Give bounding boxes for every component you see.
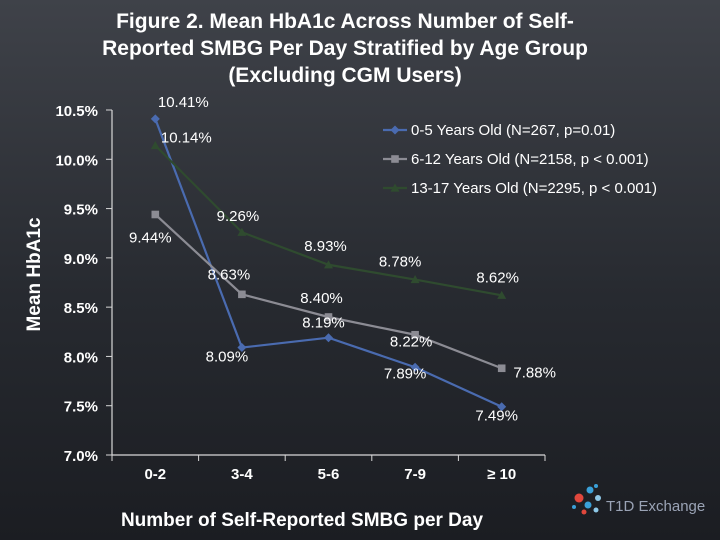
legend-item-2: 6-12 Years Old (N=2158, p < 0.001): [383, 151, 649, 168]
series-point: [497, 364, 506, 373]
y-tick-label: 8.0%: [64, 349, 98, 366]
y-tick-label: 9.5%: [64, 202, 98, 219]
data-label: 7.88%: [513, 364, 556, 381]
data-label: 8.09%: [206, 349, 249, 366]
logo-text: T1D Exchange: [606, 498, 705, 515]
series-point: [151, 210, 160, 219]
y-tick-label: 7.0%: [64, 448, 98, 465]
y-tick-label: 9.0%: [64, 251, 98, 268]
series-point: [410, 275, 420, 284]
chart-title: Figure 2. Mean HbA1c Across Number of Se…: [102, 10, 588, 87]
series-point: [324, 260, 333, 269]
legend: 0-5 Years Old (N=267, p=0.01) 6-12 Years …: [383, 122, 657, 197]
x-tick-label: 7-9: [404, 466, 426, 483]
x-tick-label: 5-6: [318, 466, 340, 483]
legend-swatch-marker: [390, 183, 400, 192]
data-labels: 10.41% 8.09% 8.19% 7.89% 7.49% 9.44% 8.63% 8.40…: [129, 94, 556, 425]
series-point: [411, 330, 419, 339]
series-1: [150, 114, 507, 412]
title-line-2: Reported SMBG Per Day Stratified by Age …: [102, 37, 588, 60]
y-tick-label: 10.5%: [55, 103, 98, 120]
series-point: [150, 140, 160, 150]
data-label: 9.26%: [217, 208, 260, 225]
series-point: [150, 114, 160, 124]
title-line-1: Figure 2. Mean HbA1c Across Number of Se…: [116, 10, 574, 33]
y-tick-label: 7.5%: [64, 399, 98, 416]
series-3: [150, 140, 507, 299]
data-label: 9.44%: [129, 229, 172, 246]
legend-item-3: 13-17 Years Old (N=2295, p < 0.001): [383, 180, 657, 197]
series-point: [497, 290, 507, 299]
x-tick-label: 3-4: [231, 466, 253, 483]
data-label: 10.14%: [161, 129, 212, 146]
title-line-3: (Excluding CGM Users): [228, 64, 461, 87]
data-label: 8.93%: [304, 238, 347, 255]
y-axis-title: Mean HbA1c: [24, 217, 45, 331]
y-axis-ticks: 10.5% 10.0% 9.5% 9.0% 8.5% 8.0% 7.5% 7.0%: [55, 103, 112, 465]
data-label: 8.63%: [208, 266, 251, 283]
data-label: 8.40%: [300, 290, 343, 307]
series-point: [237, 343, 247, 353]
series-point: [324, 333, 333, 343]
series-point: [324, 313, 333, 321]
legend-label: 0-5 Years Old (N=267, p=0.01): [411, 122, 615, 139]
x-axis-ticks: 0-2 3-4 5-6 7-9 ≥ 10: [111, 455, 546, 483]
x-tick-label: ≥ 10: [487, 466, 516, 483]
legend-label: 6-12 Years Old (N=2158, p < 0.001): [411, 151, 649, 168]
y-tick-label: 8.5%: [64, 300, 98, 317]
series-point: [410, 362, 420, 372]
data-label: 8.19%: [302, 315, 345, 332]
data-label: 8.78%: [379, 254, 422, 271]
legend-label: 13-17 Years Old (N=2295, p < 0.001): [411, 180, 657, 197]
data-label: 7.89%: [384, 365, 427, 382]
legend-swatch-marker: [391, 155, 399, 163]
series-point: [237, 227, 247, 236]
x-tick-label: 0-2: [144, 466, 166, 483]
data-label: 8.62%: [476, 269, 519, 286]
data-label: 10.41%: [158, 94, 209, 111]
data-label: 7.49%: [475, 408, 518, 425]
data-label: 8.22%: [390, 334, 433, 351]
t1d-exchange-logo: T1D Exchange: [572, 484, 705, 515]
series-2: [151, 210, 506, 373]
legend-swatch-marker: [390, 125, 400, 135]
legend-item-1: 0-5 Years Old (N=267, p=0.01): [383, 122, 615, 139]
logo-mark-icon: [572, 484, 601, 515]
y-tick-label: 10.0%: [55, 152, 98, 169]
series-layer: [150, 114, 507, 412]
series-point: [238, 290, 246, 299]
x-axis-title: Number of Self-Reported SMBG per Day: [121, 510, 484, 531]
series-point: [497, 402, 507, 412]
